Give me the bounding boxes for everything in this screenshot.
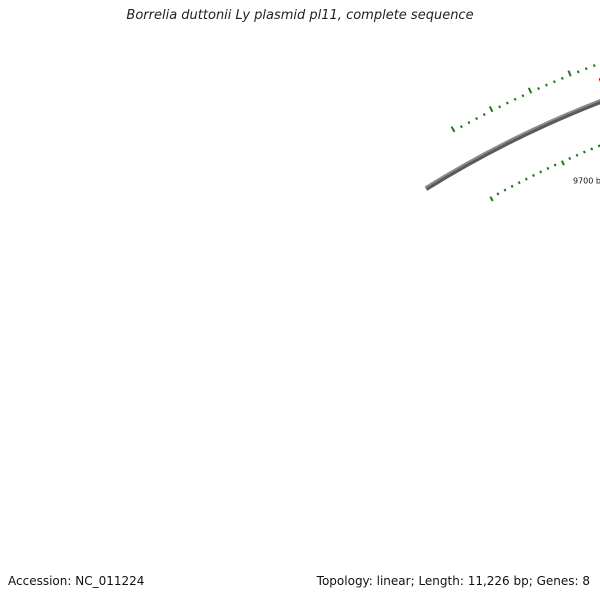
outer-scale-tick: [450, 126, 456, 133]
map-title: Borrelia duttonii Ly plasmid pl11, compl…: [126, 8, 474, 23]
inner-scale-tick: [496, 192, 500, 196]
inner-scale-tick: [503, 188, 507, 192]
inner-scale-tick: [546, 166, 550, 171]
outer-scale-tick: [513, 97, 517, 101]
inner-tick-group: 9700 bp9800 bp9900 bp10000 bp10100 bp102…: [489, 144, 600, 202]
inner-scale-tick: [510, 184, 514, 188]
outer-scale-tick: [467, 121, 471, 125]
backbone-group: [424, 99, 600, 191]
backbone-shadow: [425, 100, 600, 191]
outer-scale-tick: [475, 116, 479, 121]
outer-scale-tick: [552, 80, 556, 84]
outer-scale-tick: [560, 76, 564, 80]
inner-scale-tick: [489, 196, 494, 202]
outer-scale-tick: [527, 87, 533, 94]
scale-tick-label: 9700 bp: [573, 177, 600, 186]
outer-scale-tick: [584, 67, 588, 71]
inner-scale-tick: [582, 150, 586, 154]
inner-scale-tick: [560, 160, 565, 166]
outer-scale-tick: [592, 64, 596, 68]
inner-scale-tick: [590, 147, 594, 151]
inner-scale-tick: [539, 170, 543, 174]
outer-scale-tick: [482, 113, 486, 117]
inner-scale-tick: [517, 181, 521, 185]
outer-scale-tick: [537, 87, 541, 91]
outer-scale-tick: [567, 70, 572, 77]
outer-scale-tick: [521, 94, 525, 98]
outer-scale-tick: [459, 125, 463, 129]
backbone-line: [424, 99, 600, 189]
outer-tick-group: [450, 64, 596, 133]
outer-scale-tick: [576, 70, 580, 74]
outer-scale-tick: [488, 106, 494, 113]
accession-label: Accession: NC_011224: [8, 574, 145, 588]
inner-scale-tick: [568, 156, 572, 161]
inner-scale-tick: [575, 153, 579, 157]
inner-scale-tick: [532, 173, 535, 178]
inner-scale-tick: [524, 177, 528, 181]
inner-scale-tick: [553, 163, 557, 167]
sequence-summary: Topology: linear; Length: 11,226 bp; Gen…: [316, 574, 590, 588]
outer-scale-tick: [545, 83, 548, 87]
inner-scale-tick: [597, 144, 600, 148]
outer-scale-tick: [498, 105, 502, 109]
outer-scale-tick: [505, 101, 509, 105]
